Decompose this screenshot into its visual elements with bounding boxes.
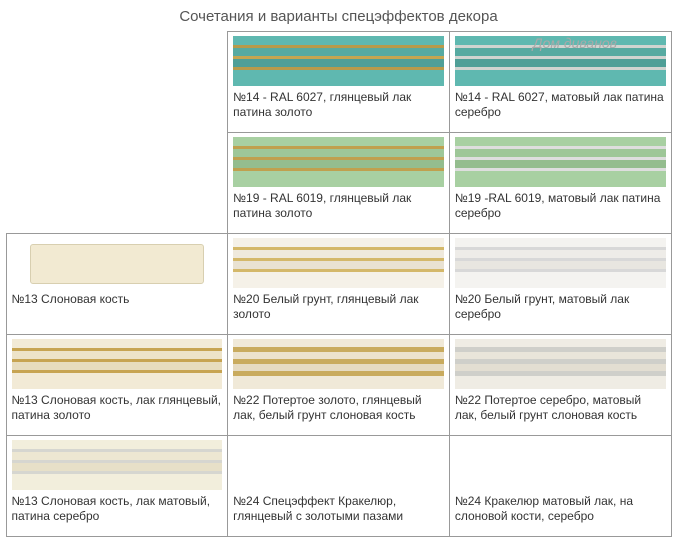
swatch-cell: №24 Кракелюр матовый лак, на слоновой ко… bbox=[449, 435, 672, 537]
swatch-13-gold bbox=[12, 339, 223, 389]
swatch-19-gold bbox=[233, 137, 444, 187]
swatch-cell: №19 - RAL 6019, глянцевый лак патина зол… bbox=[227, 132, 450, 234]
swatch-cell: №19 -RAL 6019, матовый лак патина серебр… bbox=[449, 132, 672, 234]
swatch-cell: №13 Слоновая кость, лак матовый, патина … bbox=[6, 435, 229, 537]
swatch-20-silver bbox=[455, 238, 666, 288]
swatch-cell: №20 Белый грунт, матовый лак серебро bbox=[449, 233, 672, 335]
swatch-caption: №24 Спецэффект Кракелюр, глянцевый с зол… bbox=[233, 494, 444, 524]
swatch-grid: №14 - RAL 6027, глянцевый лак патина зол… bbox=[0, 31, 677, 536]
swatch-13-ivory bbox=[12, 238, 223, 288]
swatch-cell: №14 - RAL 6027, матовый лак патина сереб… bbox=[449, 31, 672, 133]
swatch-24-silver bbox=[455, 440, 666, 490]
swatch-cell: №20 Белый грунт, глянцевый лак золото bbox=[227, 233, 450, 335]
swatch-caption: №13 Слоновая кость, лак матовый, патина … bbox=[12, 494, 223, 524]
swatch-caption: №14 - RAL 6027, глянцевый лак патина зол… bbox=[233, 90, 444, 120]
swatch-22-gold bbox=[233, 339, 444, 389]
swatch-cell: №22 Потертое золото, глянцевый лак, белы… bbox=[227, 334, 450, 436]
swatch-caption: №19 -RAL 6019, матовый лак патина серебр… bbox=[455, 191, 666, 221]
swatch-24-gold bbox=[233, 440, 444, 490]
empty-cell bbox=[6, 31, 229, 133]
swatch-cell: №13 Слоновая кость, лак глянцевый, патин… bbox=[6, 334, 229, 436]
swatch-14-silver bbox=[455, 36, 666, 86]
swatch-caption: №22 Потертое серебро, матовый лак, белый… bbox=[455, 393, 666, 423]
swatch-14-gold bbox=[233, 36, 444, 86]
swatch-caption: №13 Слоновая кость, лак глянцевый, патин… bbox=[12, 393, 223, 423]
empty-cell bbox=[6, 132, 229, 234]
swatch-13-silver bbox=[12, 440, 223, 490]
swatch-20-gold bbox=[233, 238, 444, 288]
swatch-cell: №24 Спецэффект Кракелюр, глянцевый с зол… bbox=[227, 435, 450, 537]
swatch-caption: №24 Кракелюр матовый лак, на слоновой ко… bbox=[455, 494, 666, 524]
swatch-caption: №13 Слоновая кость bbox=[12, 292, 223, 307]
swatch-cell: №22 Потертое серебро, матовый лак, белый… bbox=[449, 334, 672, 436]
page-title: Сочетания и варианты спецэффектов декора bbox=[0, 0, 677, 31]
swatch-caption: №20 Белый грунт, матовый лак серебро bbox=[455, 292, 666, 322]
swatch-22-silver bbox=[455, 339, 666, 389]
swatch-caption: №22 Потертое золото, глянцевый лак, белы… bbox=[233, 393, 444, 423]
swatch-caption: №14 - RAL 6027, матовый лак патина сереб… bbox=[455, 90, 666, 120]
swatch-cell: №14 - RAL 6027, глянцевый лак патина зол… bbox=[227, 31, 450, 133]
swatch-caption: №19 - RAL 6019, глянцевый лак патина зол… bbox=[233, 191, 444, 221]
swatch-cell: №13 Слоновая кость bbox=[6, 233, 229, 335]
swatch-caption: №20 Белый грунт, глянцевый лак золото bbox=[233, 292, 444, 322]
swatch-19-silver bbox=[455, 137, 666, 187]
